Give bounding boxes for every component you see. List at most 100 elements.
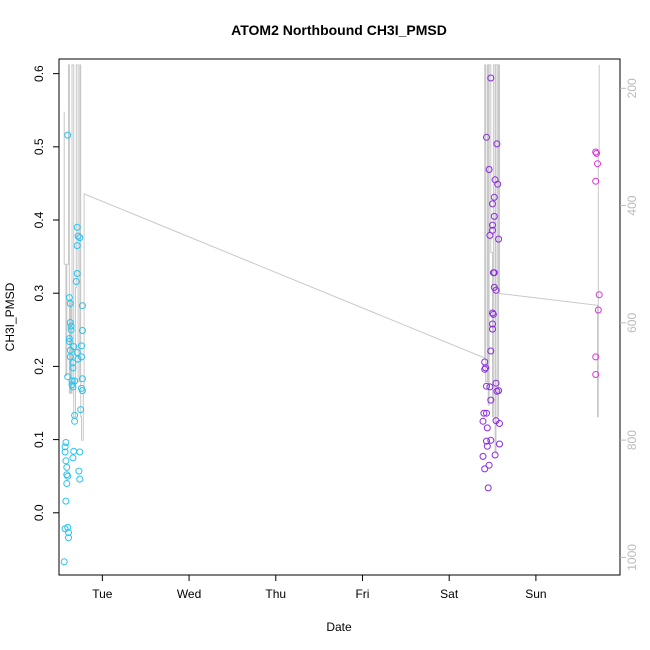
data-point — [483, 133, 490, 141]
left-axis: 0.0 0.1 0.2 0.3 0.4 0.5 0.6 — [32, 65, 59, 521]
data-point — [489, 320, 496, 328]
data-point — [71, 377, 79, 385]
data-point — [78, 302, 86, 310]
data-point — [62, 439, 70, 446]
y-tick-label: 0.4 — [32, 211, 46, 228]
data-point — [67, 326, 75, 334]
y-tick-label: 0.6 — [32, 65, 46, 82]
data-point — [61, 448, 69, 456]
data-point — [493, 140, 501, 148]
data-point — [594, 160, 601, 168]
data-point — [77, 406, 85, 414]
y-tick-label: 0.5 — [32, 138, 46, 155]
data-point — [70, 343, 78, 351]
points-layer — [60, 74, 603, 566]
data-point — [496, 440, 503, 448]
right-y-tick-label: 800 — [625, 430, 639, 450]
data-point — [64, 472, 72, 480]
data-point — [66, 319, 74, 326]
data-point — [594, 306, 602, 314]
chart-title: ATOM2 Northbound CH3I_PMSD — [231, 22, 447, 38]
data-point — [480, 409, 488, 417]
data-point — [592, 353, 600, 361]
data-point — [479, 417, 487, 425]
data-point — [489, 325, 496, 333]
data-point — [487, 347, 495, 355]
right-y-tick-label: 400 — [625, 195, 639, 215]
data-point — [481, 465, 489, 473]
data-point — [63, 471, 71, 479]
data-point — [73, 349, 81, 356]
data-point — [483, 382, 490, 390]
x-tick-label: Wed — [177, 587, 201, 601]
data-point — [490, 269, 498, 277]
data-point — [490, 212, 498, 220]
bottom-axis: Tue Wed Thu Fri Sat Sun — [92, 574, 547, 601]
data-point — [487, 74, 495, 82]
data-point — [62, 457, 70, 465]
data-point — [64, 523, 72, 531]
data-point — [62, 497, 70, 505]
data-point — [78, 342, 85, 350]
right-y-tick-label: 1000 — [625, 544, 639, 571]
x-tick-label: Fri — [355, 587, 369, 601]
data-point — [78, 375, 86, 383]
data-point — [490, 193, 498, 201]
secondary-line-layer — [63, 64, 600, 453]
data-point — [73, 242, 81, 250]
data-point — [65, 335, 73, 343]
data-point — [491, 451, 499, 459]
data-point — [73, 270, 81, 277]
x-tick-label: Sun — [525, 587, 546, 601]
data-point — [494, 180, 502, 188]
data-point — [71, 411, 79, 419]
data-point — [593, 149, 601, 157]
data-point — [486, 383, 494, 391]
data-point — [71, 417, 79, 425]
data-point — [65, 529, 72, 536]
plot-box — [58, 58, 621, 576]
data-point — [592, 148, 600, 156]
data-point — [487, 396, 495, 404]
data-point — [76, 475, 84, 483]
data-point — [78, 327, 86, 334]
data-point — [69, 454, 77, 462]
data-point — [592, 371, 600, 378]
data-point — [485, 461, 493, 469]
data-point — [72, 278, 80, 285]
data-point — [483, 442, 491, 450]
data-point — [73, 223, 81, 231]
data-point — [495, 387, 503, 395]
data-point — [482, 364, 490, 372]
right-y-tick-label: 200 — [625, 78, 639, 98]
data-point — [69, 359, 77, 367]
y-tick-label: 0.1 — [32, 431, 46, 448]
y-tick-label: 0.0 — [32, 504, 46, 521]
data-point — [489, 309, 496, 317]
x-tick-label: Sat — [440, 587, 459, 601]
data-point — [492, 286, 500, 294]
data-point — [67, 322, 75, 330]
data-point — [479, 452, 487, 460]
y-axis-label: CH3I_PMSD — [3, 282, 17, 351]
data-point — [64, 373, 72, 381]
data-point — [487, 436, 495, 444]
data-point — [489, 221, 496, 229]
y-tick-label: 0.2 — [32, 358, 46, 375]
data-point — [61, 443, 69, 451]
data-point — [64, 131, 72, 139]
right-y-tick-label: 600 — [625, 313, 639, 333]
data-point — [481, 365, 489, 373]
data-point — [496, 420, 503, 427]
data-point — [63, 463, 71, 471]
data-point — [76, 448, 84, 456]
data-point — [76, 234, 84, 242]
data-point — [66, 300, 74, 307]
data-point — [595, 291, 603, 299]
data-point — [489, 310, 497, 318]
data-point — [74, 232, 82, 240]
y-tick-label: 0.3 — [32, 285, 46, 302]
data-point — [60, 558, 68, 566]
data-point — [486, 231, 494, 239]
